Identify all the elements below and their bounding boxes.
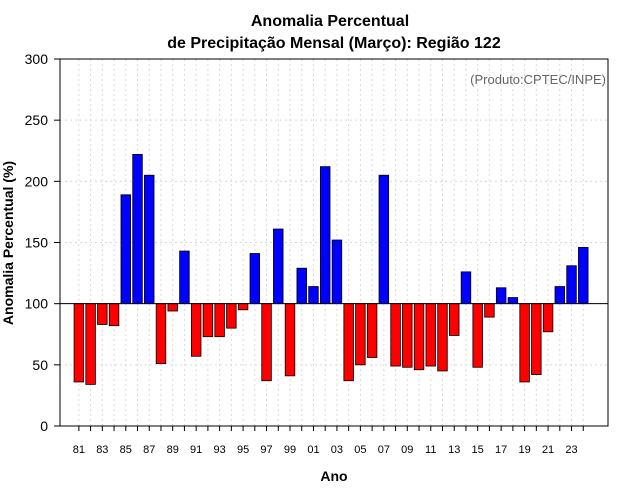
- x-tick-label: 89: [167, 444, 179, 456]
- x-tick-label: 85: [120, 444, 132, 456]
- bar-93: [214, 303, 225, 338]
- x-tick-label: 95: [237, 444, 249, 456]
- bar-23: [566, 265, 577, 305]
- y-tick-label: 300: [25, 51, 49, 67]
- x-tick-label: 91: [190, 444, 202, 456]
- bar-04: [343, 303, 354, 382]
- bar-95: [237, 303, 249, 311]
- bar-94: [226, 303, 237, 329]
- x-tick-label: 93: [214, 444, 226, 456]
- y-tick-label: 200: [25, 173, 49, 189]
- bar-96: [249, 253, 261, 305]
- x-tick-label: 83: [96, 444, 108, 456]
- bar-14: [460, 271, 472, 305]
- bar-85: [120, 194, 131, 305]
- bar-87: [144, 174, 155, 305]
- bar-15: [472, 303, 483, 368]
- bar-81: [73, 303, 85, 383]
- bar-88: [155, 303, 167, 365]
- x-tick-label: 13: [448, 444, 460, 456]
- x-tick-label: 09: [401, 444, 413, 456]
- bar-90: [179, 250, 190, 305]
- y-axis-title: Anomalia Percentual (%): [0, 161, 16, 325]
- bar-17: [495, 287, 507, 305]
- bar-22: [554, 286, 566, 305]
- bar-09: [402, 303, 413, 368]
- bar-21: [542, 303, 554, 333]
- bar-86: [132, 154, 143, 305]
- bar-08: [390, 303, 401, 367]
- bar-19: [519, 303, 530, 383]
- bar-82: [85, 303, 96, 385]
- x-tick-label: 07: [378, 444, 390, 456]
- y-tick-label: 150: [25, 235, 49, 251]
- bar-10: [413, 303, 425, 371]
- bar-18: [507, 297, 519, 305]
- bar-03: [331, 239, 343, 305]
- bar-99: [284, 303, 296, 377]
- bar-02: [319, 166, 331, 305]
- x-axis: 81 83 85 87 89 91 93 95 97 99 01 03 05 07 09 11 13 15 17 19…: [73, 426, 584, 456]
- y-tick-label: 0: [40, 418, 48, 434]
- bar-05: [355, 303, 366, 366]
- bar-98: [273, 228, 284, 305]
- x-axis-title: Ano: [320, 468, 347, 484]
- x-tick-label: 87: [143, 444, 155, 456]
- x-tick-label: 03: [331, 444, 343, 456]
- x-tick-label: 19: [518, 444, 530, 456]
- x-tick-label: 05: [354, 444, 366, 456]
- bar-13: [449, 303, 460, 336]
- bar-84: [108, 303, 120, 327]
- x-tick-label: 17: [495, 444, 507, 456]
- x-tick-label: 81: [73, 444, 85, 456]
- bar-97: [261, 303, 272, 382]
- bar-92: [202, 303, 214, 338]
- x-tick-label: 01: [307, 444, 319, 456]
- x-tick-label: 11: [425, 444, 436, 456]
- bar-20: [531, 303, 542, 376]
- x-tick-label: 21: [542, 444, 554, 456]
- bar-12: [437, 303, 448, 372]
- y-tick-label: 100: [25, 296, 49, 312]
- y-tick-label: 50: [32, 357, 48, 373]
- bar-83: [97, 303, 108, 325]
- credit-label: (Produto:CPTEC/INPE): [470, 72, 606, 87]
- bar-91: [190, 303, 202, 357]
- bar-00: [296, 267, 307, 305]
- bar-16: [484, 303, 495, 318]
- chart-title-line1: Anomalia Percentual: [251, 13, 409, 30]
- chart-title-line2: de Precipitação Mensal (Março): Região 1…: [167, 35, 501, 52]
- y-tick-label: 250: [25, 112, 49, 128]
- bar-06: [366, 303, 378, 358]
- x-tick-label: 23: [565, 444, 577, 456]
- bars: [73, 154, 589, 385]
- bar-01: [308, 286, 319, 305]
- bar-11: [425, 303, 436, 367]
- x-tick-label: 99: [284, 444, 296, 456]
- y-axis: 0 50 100 150 200 250 300: [25, 51, 60, 434]
- bar-24: [578, 246, 589, 305]
- bar-07: [378, 174, 390, 305]
- x-tick-label: 97: [260, 444, 272, 456]
- bar-89: [167, 303, 178, 312]
- x-tick-label: 15: [472, 444, 484, 456]
